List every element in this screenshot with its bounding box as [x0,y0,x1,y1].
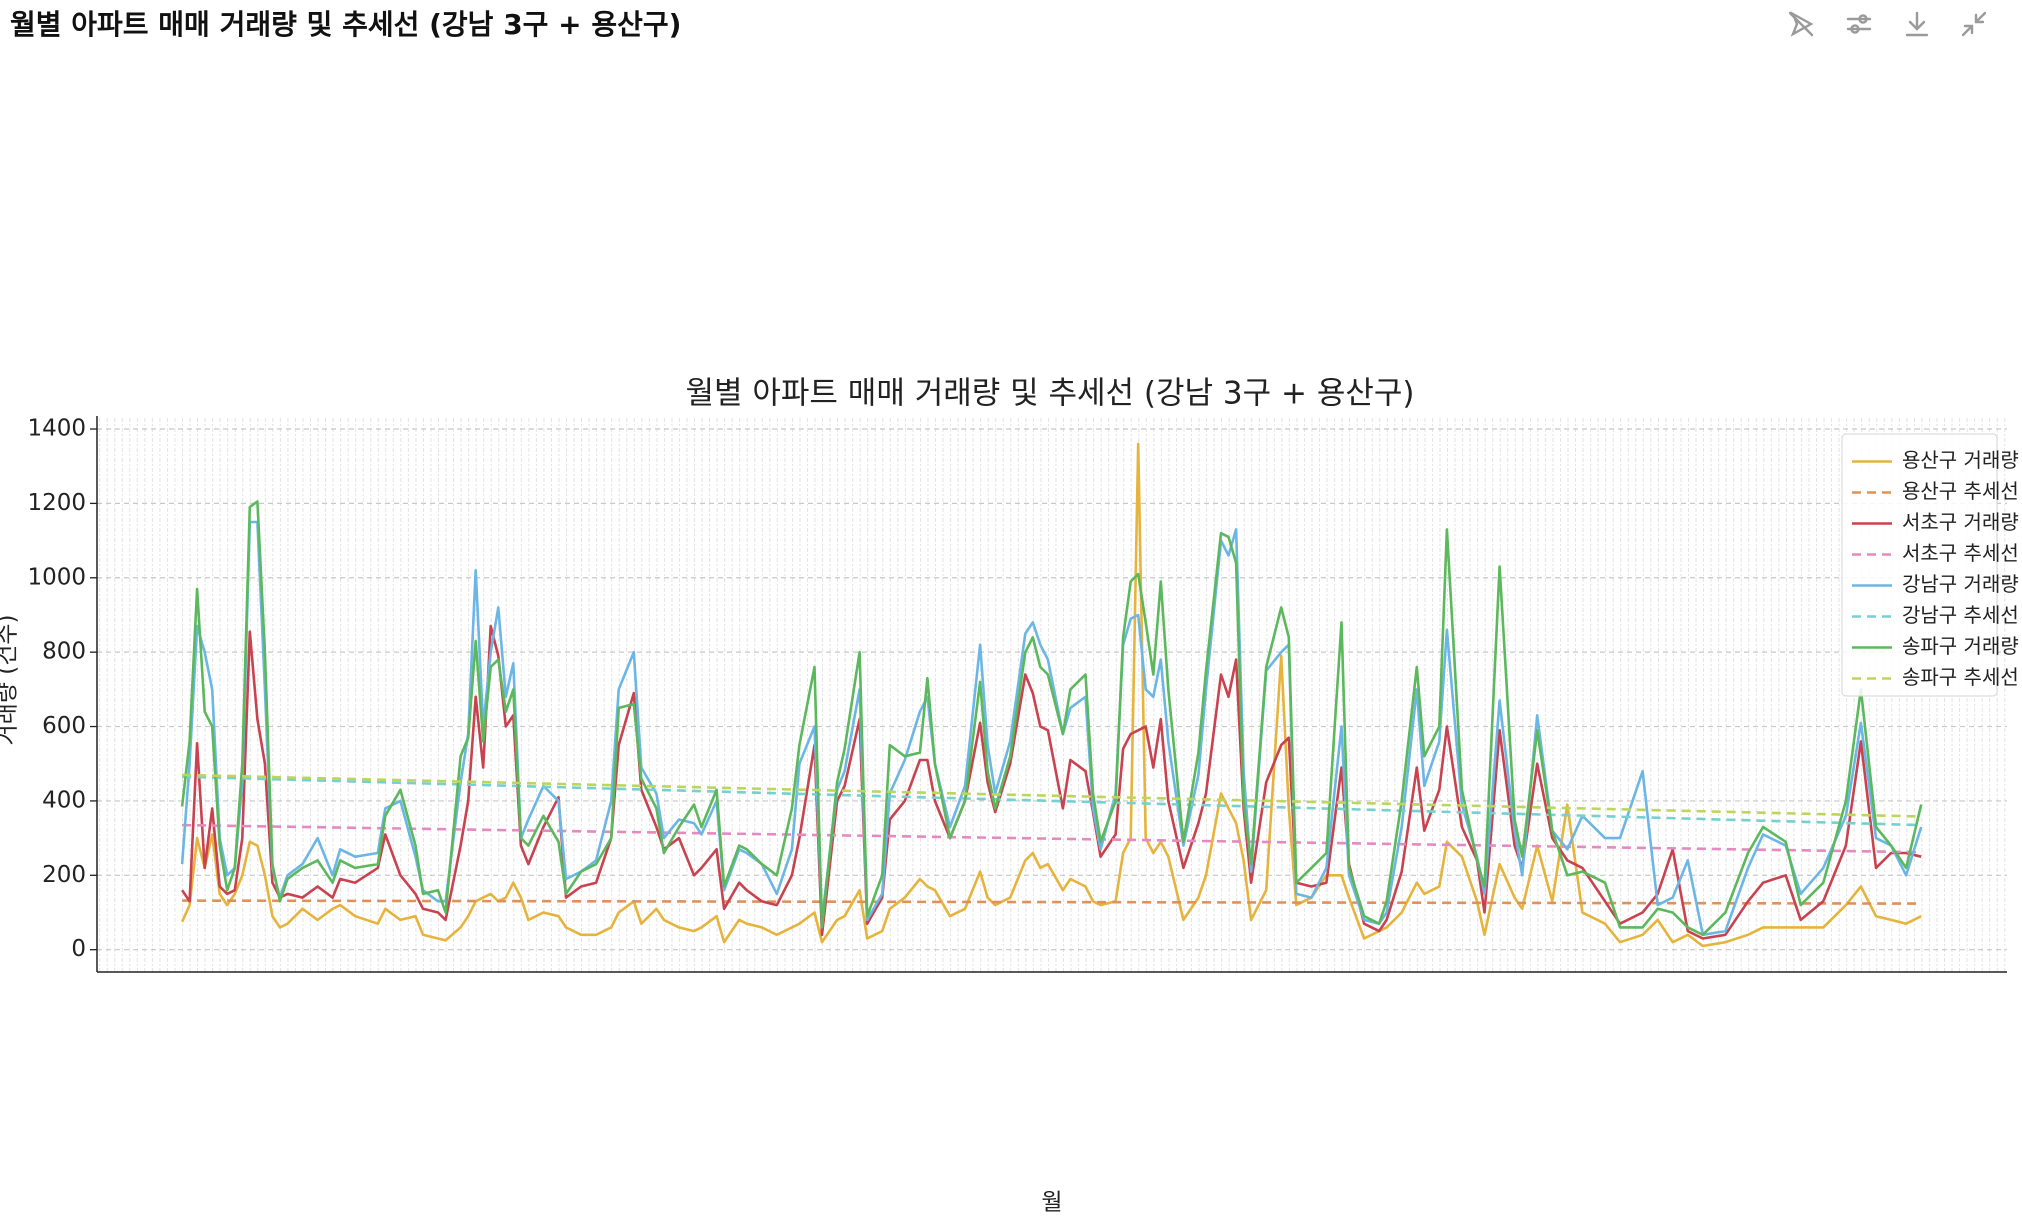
series-line [182,899,1922,905]
legend-label: 용산구 거래량 [1902,448,2019,472]
legend-label: 강남구 거래량 [1902,572,2019,596]
chart-title: 월별 아파트 매매 거래량 및 추세선 (강남 3구 + 용산구) [686,376,1415,412]
icon-button[interactable] [1846,14,1872,34]
y-tick-label: 200 [42,862,86,888]
x-axis-label: 월 [1041,1190,1062,1214]
series-line [182,823,1922,854]
series-line [180,442,1922,948]
icon-button[interactable] [1961,11,1987,37]
y-tick-label: 400 [42,787,86,813]
legend-box [1841,433,1998,697]
y-axis-label: 거래량 (건수) [0,614,21,745]
y-tick-label: 1400 [27,416,86,442]
y-tick-label: 0 [71,936,86,962]
y-tick-label: 600 [42,713,86,739]
legend-label: 서초구 거래량 [1902,510,2019,534]
legend-label: 용산구 추세선 [1902,479,2019,503]
header-title: 월별 아파트 매매 거래량 및 추세선 (강남 3구 + 용산구) [10,8,681,41]
legend-label: 송파구 거래량 [1902,634,2019,658]
series-line [182,775,1922,827]
legend-label: 송파구 추세선 [1902,665,2019,689]
icon-button[interactable] [1788,11,1814,37]
toolbar [1788,11,1987,37]
icon-button[interactable] [1905,11,1929,37]
legend-label: 강남구 추세선 [1902,603,2019,627]
series-line [180,500,1923,937]
series-line [182,773,1922,818]
legend-label: 서초구 추세선 [1902,541,2019,565]
y-tick-label: 1200 [27,490,86,516]
y-tick-label: 1000 [27,564,86,590]
y-tick-label: 800 [42,639,86,665]
